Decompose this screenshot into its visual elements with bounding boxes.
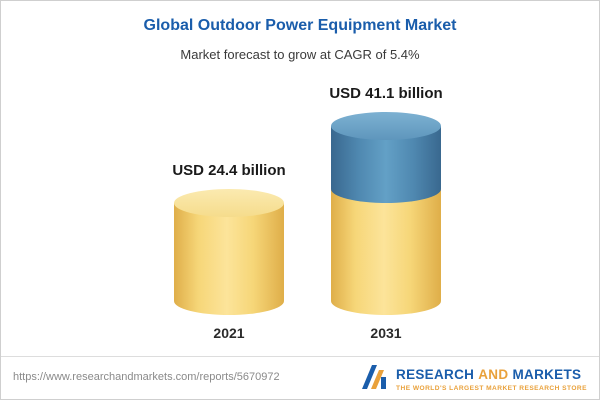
footer: https://www.researchandmarkets.com/repor… xyxy=(1,356,599,399)
brand-logo: RESEARCH AND MARKETS THE WORLD'S LARGEST… xyxy=(359,363,587,396)
chart-title: Global Outdoor Power Equipment Market xyxy=(143,17,457,34)
chart-subtitle: Market forecast to grow at CAGR of 5.4% xyxy=(180,47,420,62)
logo-word-and: AND xyxy=(478,367,509,382)
cylinder-base-segment-2031 xyxy=(331,188,441,315)
logo-icon xyxy=(359,363,389,396)
cylinder-2021: USD 24.4 billion xyxy=(172,162,286,315)
chart-area: USD 24.4 billion 2021 USD 41.1 billion 2… xyxy=(1,77,599,341)
value-label-2031: USD 41.1 billion xyxy=(329,84,443,102)
logo-word-markets: MARKETS xyxy=(512,367,582,382)
cylinder-top-2021 xyxy=(174,188,284,217)
year-label-2021: 2021 xyxy=(213,325,245,341)
source-url: https://www.researchandmarkets.com/repor… xyxy=(13,371,280,383)
cylinder-2031: USD 41.1 billion xyxy=(329,85,443,315)
value-label-2021: USD 24.4 billion xyxy=(172,161,286,179)
logo-text: RESEARCH AND MARKETS THE WORLD'S LARGEST… xyxy=(396,367,587,392)
logo-name: RESEARCH AND MARKETS xyxy=(396,367,581,382)
cylinder-top-2031 xyxy=(331,111,441,140)
cylinder-body-2021 xyxy=(174,202,284,315)
year-label-2031: 2031 xyxy=(370,325,402,341)
logo-tagline: THE WORLD'S LARGEST MARKET RESEARCH STOR… xyxy=(396,385,587,392)
logo-word-research: RESEARCH xyxy=(396,367,475,382)
